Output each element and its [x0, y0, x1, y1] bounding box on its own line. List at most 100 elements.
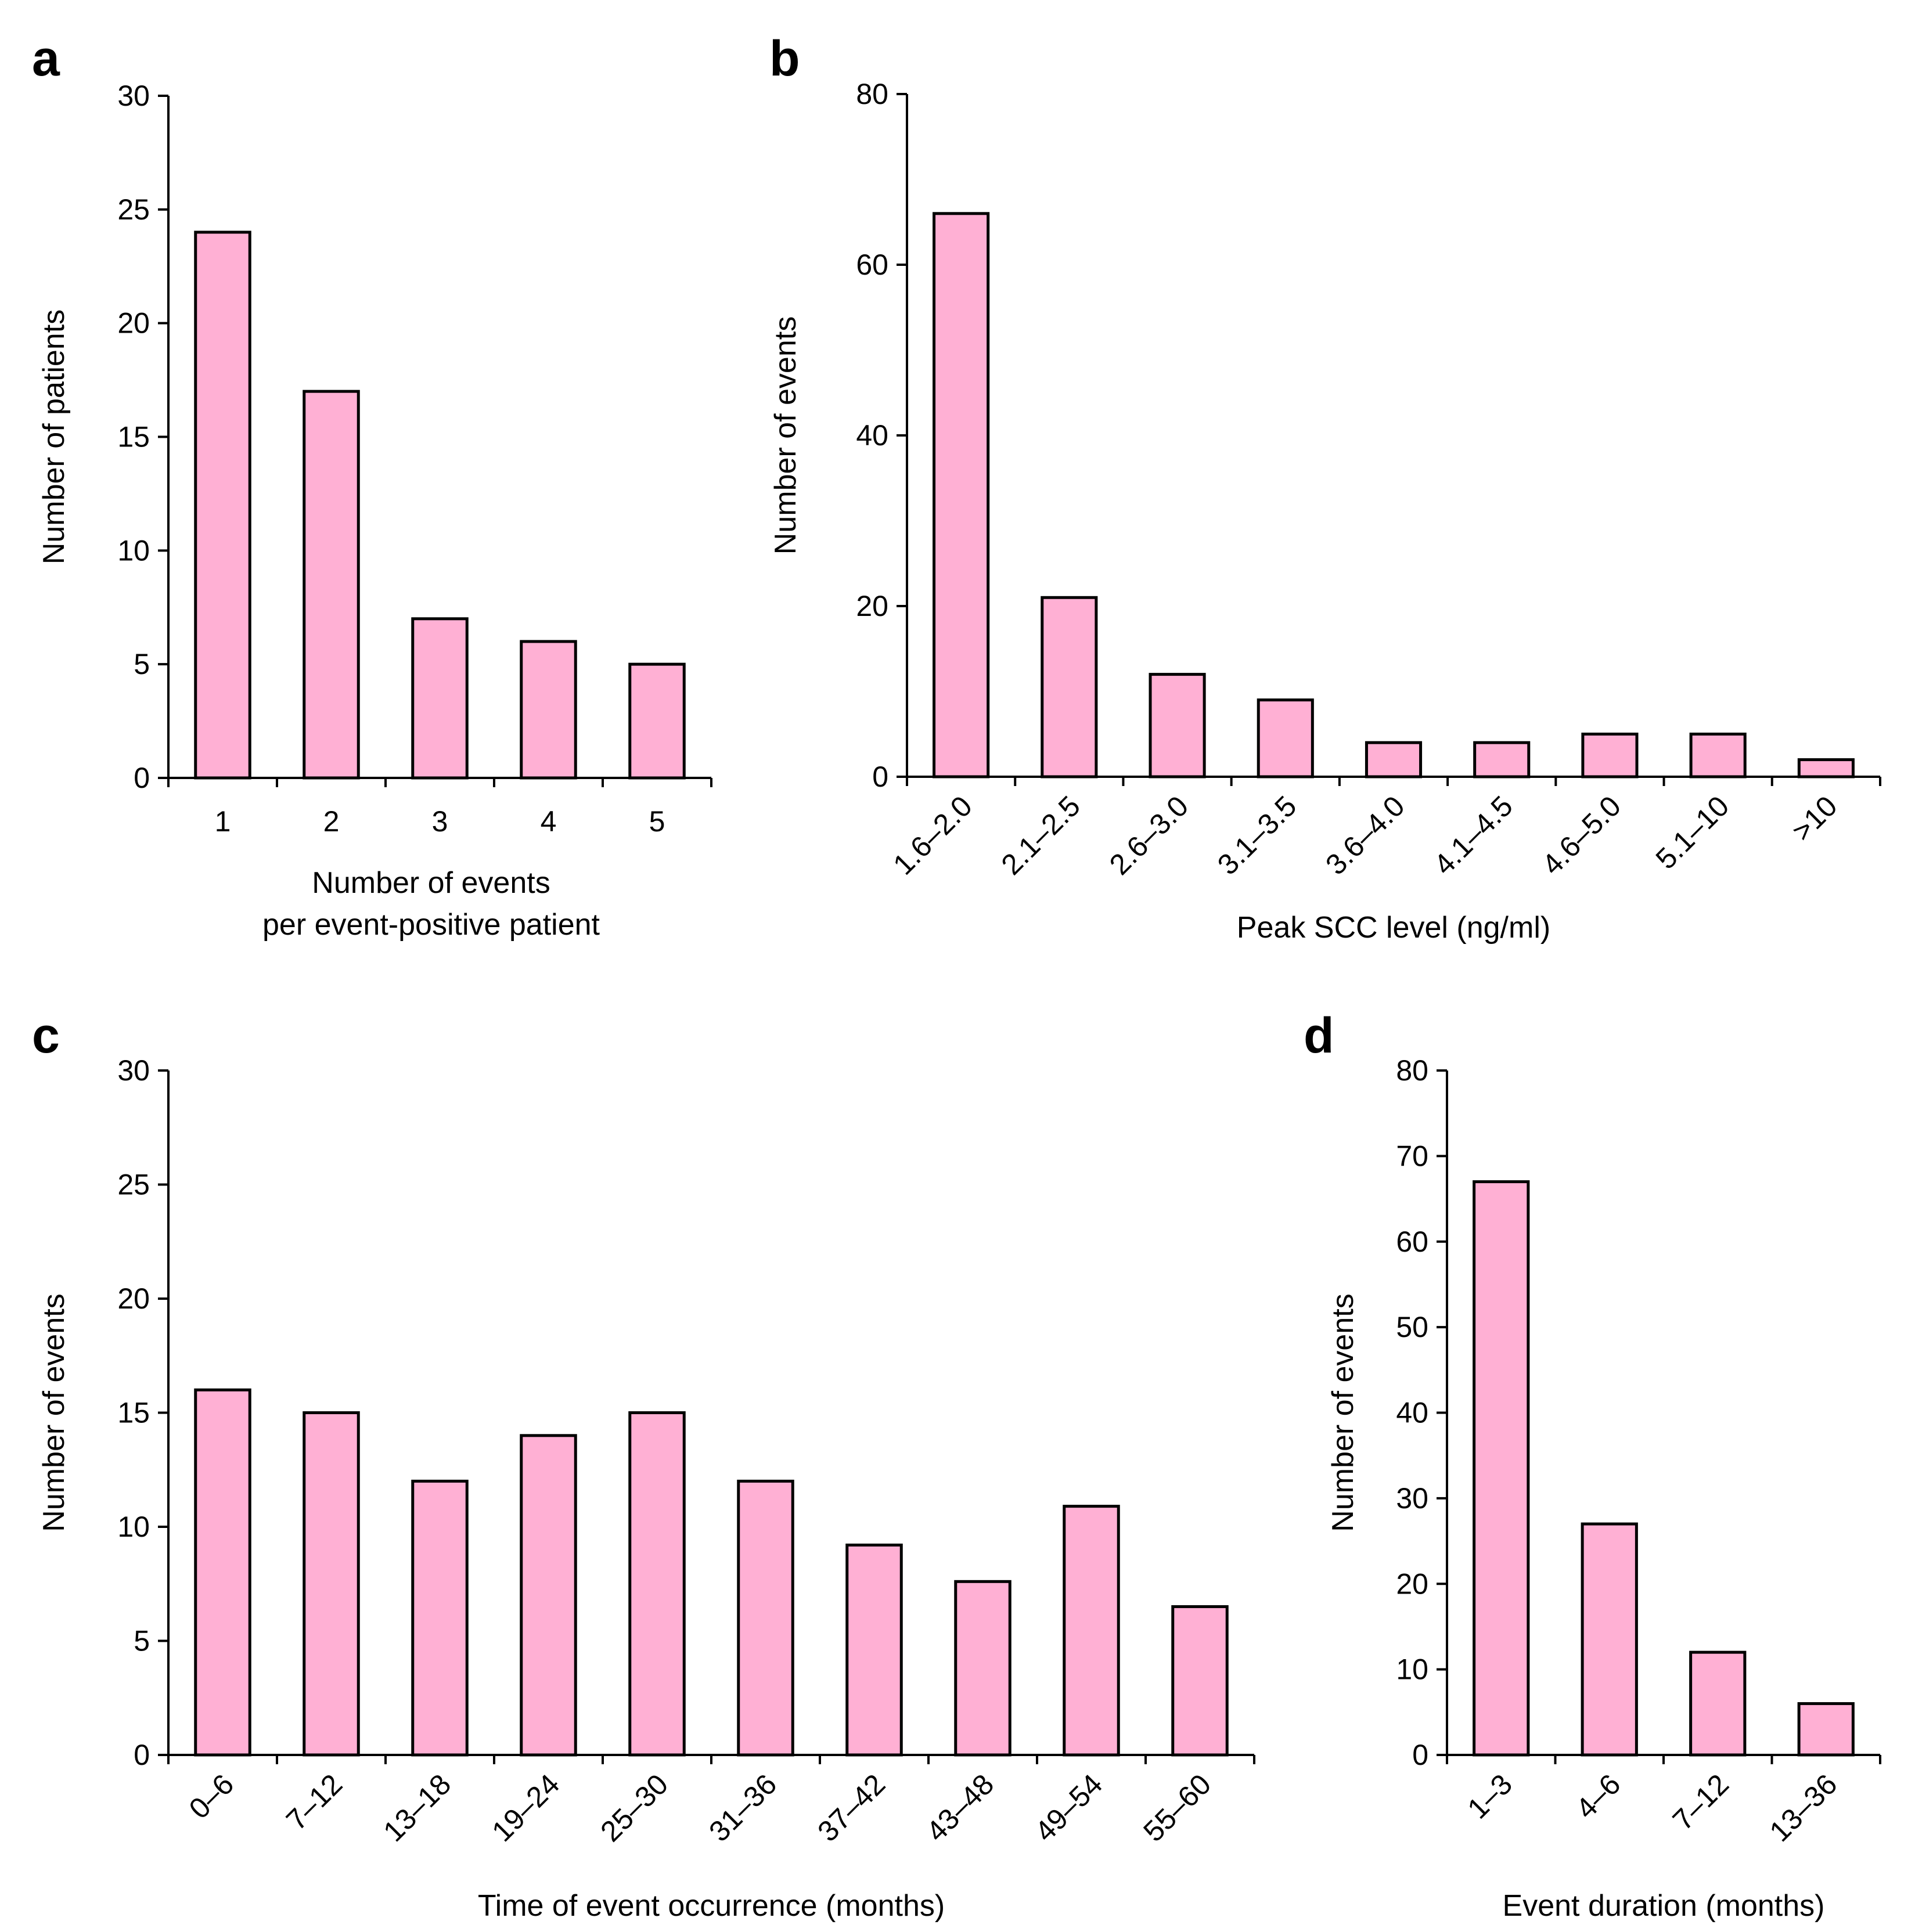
x-axis-title: per event-positive patient — [262, 908, 600, 942]
x-tick-label: 5.1–10 — [1650, 790, 1736, 875]
y-tick-label: 80 — [856, 78, 888, 110]
bar-31–36 — [737, 1479, 794, 1757]
x-tick-label: 3 — [432, 805, 448, 838]
y-axis-title: Number of events — [37, 1293, 71, 1531]
bar-3.6–4.0 — [1365, 741, 1423, 778]
bar-2.1–2.5 — [1041, 596, 1098, 778]
y-tick-label: 5 — [134, 648, 150, 680]
bar-3.1–3.5 — [1257, 698, 1314, 778]
panel-letter: a — [32, 31, 60, 86]
y-tick-label: 10 — [117, 1511, 150, 1543]
y-axis-title: Number of events — [769, 316, 802, 554]
y-tick-label: 25 — [117, 193, 150, 226]
bar-1 — [194, 230, 251, 780]
bar-2 — [303, 390, 360, 780]
x-tick-label: 55–60 — [1137, 1768, 1217, 1848]
bar-4.1–4.5 — [1473, 741, 1531, 778]
panel-letter: b — [769, 31, 800, 86]
x-tick-label: 2.1–2.5 — [995, 790, 1087, 881]
y-tick-label: 5 — [134, 1625, 150, 1657]
x-tick-label: 37–42 — [811, 1768, 891, 1848]
x-tick-label: 19–24 — [485, 1768, 566, 1848]
y-tick-label: 10 — [117, 534, 150, 567]
y-tick-label: 15 — [117, 421, 150, 453]
y-tick-label: 40 — [856, 419, 888, 452]
panel-c-chart: c 0 5 10 15 20 25 30 0–6 7–12 13–18 19–24 25–30 31–36… — [32, 1008, 1255, 1923]
x-tick-label: 31–36 — [703, 1768, 783, 1848]
y-tick-label: 0 — [872, 760, 888, 793]
x-tick-label: >10 — [1786, 790, 1844, 848]
x-tick-label: 1 — [215, 805, 231, 838]
y-tick-label: 15 — [117, 1397, 150, 1429]
x-tick-label: 1.6–2.0 — [887, 790, 978, 881]
y-tick-label: 50 — [1396, 1311, 1428, 1343]
x-tick-label: 49–54 — [1028, 1768, 1108, 1848]
y-tick-label: 20 — [1396, 1567, 1428, 1600]
x-axis-title: Event duration (months) — [1503, 1889, 1825, 1923]
panel-d-chart: d 0 10 20 30 40 50 60 70 80 1–3 4–6 7–12 13–36 Number … — [1304, 1008, 1881, 1923]
x-tick-label: 1–3 — [1461, 1768, 1518, 1825]
x-tick-label: 43–48 — [920, 1768, 1000, 1848]
bar-3 — [411, 617, 469, 780]
bar-4.6–5.0 — [1581, 733, 1639, 778]
y-tick-label: 30 — [117, 80, 150, 112]
x-tick-label: 13–36 — [1763, 1768, 1844, 1848]
x-axis-title: Number of events — [312, 866, 550, 900]
bar-25–30 — [628, 1411, 686, 1757]
y-tick-label: 30 — [117, 1054, 150, 1087]
panel-letter: d — [1304, 1008, 1334, 1064]
x-tick-label: 2 — [323, 805, 340, 838]
y-tick-label: 0 — [134, 1739, 150, 1771]
y-tick-label: 0 — [134, 762, 150, 794]
bar-0–6 — [194, 1388, 251, 1757]
y-tick-label: 60 — [1396, 1225, 1428, 1258]
bar-13–18 — [411, 1479, 469, 1757]
y-tick-label: 20 — [856, 590, 888, 622]
bar-1–3 — [1473, 1180, 1530, 1757]
y-tick-label: 10 — [1396, 1653, 1428, 1686]
y-tick-label: 80 — [1396, 1054, 1428, 1087]
bar-55–60 — [1171, 1605, 1229, 1757]
y-tick-label: 20 — [117, 307, 150, 340]
x-tick-label: 2.6–3.0 — [1103, 790, 1195, 881]
y-axis-title: Number of patients — [37, 309, 71, 564]
x-tick-label: 7–12 — [280, 1768, 348, 1836]
x-tick-label: 25–30 — [594, 1768, 674, 1848]
x-tick-label: 4.6–5.0 — [1536, 790, 1628, 881]
x-tick-label: 0–6 — [183, 1768, 240, 1825]
bar-1.6–2.0 — [933, 212, 990, 778]
bar-13–36 — [1797, 1702, 1855, 1757]
x-tick-label: 3.6–4.0 — [1319, 790, 1411, 881]
bar-5 — [628, 662, 686, 780]
panel-letter: c — [32, 1008, 60, 1064]
bar-7–12 — [303, 1411, 360, 1757]
panel-b-chart: b 0 20 40 60 80 1.6–2.0 2.1–2.5 2.6–3.0 3.1–3.5 3.… — [769, 31, 1881, 945]
x-tick-label: 3.1–3.5 — [1211, 790, 1303, 881]
bar-4–6 — [1581, 1522, 1638, 1757]
bar-4 — [520, 640, 577, 780]
x-axis-title: Time of event occurrence (months) — [478, 1889, 945, 1923]
y-tick-label: 40 — [1396, 1397, 1428, 1429]
bar-49–54 — [1063, 1505, 1120, 1757]
bar-5.1–10 — [1689, 733, 1747, 778]
bar-2.6–3.0 — [1149, 673, 1206, 778]
x-tick-label: 13–18 — [377, 1768, 457, 1848]
y-tick-label: 60 — [856, 248, 888, 281]
bar-19–24 — [520, 1434, 577, 1757]
y-tick-label: 0 — [1412, 1739, 1428, 1771]
bar-43–48 — [954, 1580, 1012, 1757]
panel-a-chart: a 0 5 10 15 20 25 30 1 2 3 4 5 Number of patients Numb… — [32, 31, 712, 942]
x-axis-title: Peak SCC level (ng/ml) — [1237, 911, 1550, 945]
bar-7–12 — [1689, 1650, 1747, 1757]
bar-37–42 — [845, 1543, 903, 1757]
x-tick-label: 5 — [649, 805, 665, 838]
bar->10 — [1797, 758, 1855, 778]
y-tick-label: 70 — [1396, 1140, 1428, 1172]
x-tick-label: 4 — [541, 805, 557, 838]
y-tick-label: 20 — [117, 1282, 150, 1315]
x-tick-label: 4.1–4.5 — [1427, 790, 1519, 881]
y-tick-label: 30 — [1396, 1482, 1428, 1515]
y-tick-label: 25 — [117, 1169, 150, 1201]
y-axis-title: Number of events — [1326, 1293, 1360, 1531]
